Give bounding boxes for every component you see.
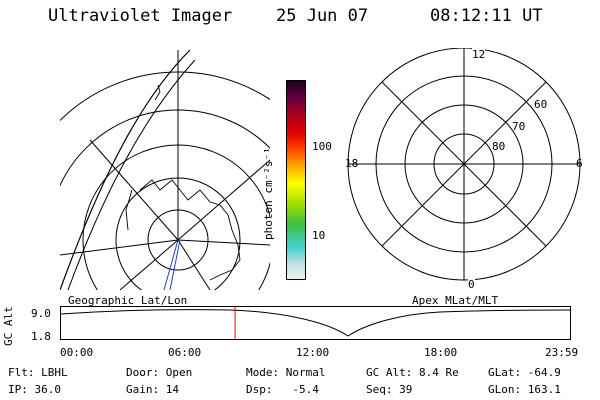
glon-value: GLon: 163.1: [488, 383, 561, 396]
mlt-label-12: 12: [472, 48, 486, 61]
gc-alt-tick-9: 9.0: [31, 307, 51, 320]
ip-value: IP: 36.0: [8, 383, 61, 396]
mlt-label-0: 0: [468, 278, 475, 291]
meridian: [177, 239, 211, 290]
altitude-curve: [60, 309, 571, 337]
coastline: [125, 84, 241, 281]
glat-value: GLat: -64.9: [488, 366, 561, 379]
spacecraft-track: [169, 239, 181, 290]
altitude-timeline: [60, 306, 571, 340]
meridian: [119, 239, 179, 290]
mlat-label-80: 80: [492, 140, 506, 153]
geographic-label: Geographic Lat/Lon: [68, 294, 188, 307]
color-scale-bar: [286, 80, 306, 280]
earth-limb: [67, 59, 196, 290]
meridian: [177, 239, 270, 246]
apex-polar-plot: [347, 48, 581, 281]
instrument-title: Ultraviolet Imager: [48, 6, 233, 26]
time-tick-0600: 06:00: [168, 346, 202, 359]
filter-status: Flt: LBHL: [8, 366, 68, 379]
colorbar-tick-10: 10: [312, 229, 326, 242]
meridian: [177, 159, 270, 241]
date-label: 25 Jun 07: [276, 6, 369, 26]
colorbar-tick-100: 100: [312, 140, 332, 153]
apex-label: Apex MLat/MLT: [412, 294, 499, 307]
gc-alt-value: GC Alt: 8.4 Re: [366, 366, 459, 379]
mode-status: Mode: Normal: [246, 366, 326, 379]
meridian: [89, 139, 179, 241]
mlt-label-18: 18: [345, 157, 359, 170]
geographic-map: [60, 49, 270, 290]
timeline-frame: [60, 306, 571, 340]
diagonal-line: [381, 81, 547, 247]
earth-limb: [60, 49, 191, 290]
gain-value: Gain: 14: [126, 383, 179, 396]
colorbar-unit-label: photon cm⁻²s⁻¹: [262, 147, 275, 240]
gc-alt-tick-1.8: 1.8: [31, 330, 51, 343]
meridian: [60, 239, 179, 256]
time-tick-0000: 00:00: [60, 346, 94, 359]
lat-circle: [60, 71, 270, 122]
mlat-label-60: 60: [534, 98, 548, 111]
door-status: Door: Open: [126, 366, 193, 379]
time-tick-2359: 23:59: [545, 346, 579, 359]
mlat-label-70: 70: [512, 120, 526, 133]
dsp-value: Dsp: -5.4: [246, 383, 319, 396]
time-tick-1800: 18:00: [424, 346, 458, 359]
gc-alt-axis-title: GC Alt: [2, 306, 15, 346]
time-tick-1200: 12:00: [296, 346, 330, 359]
mlt-label-6: 6: [576, 157, 583, 170]
time-label: 08:12:11 UT: [430, 6, 543, 26]
spacecraft-track: [163, 239, 179, 290]
seq-value: Seq: 39: [366, 383, 413, 396]
